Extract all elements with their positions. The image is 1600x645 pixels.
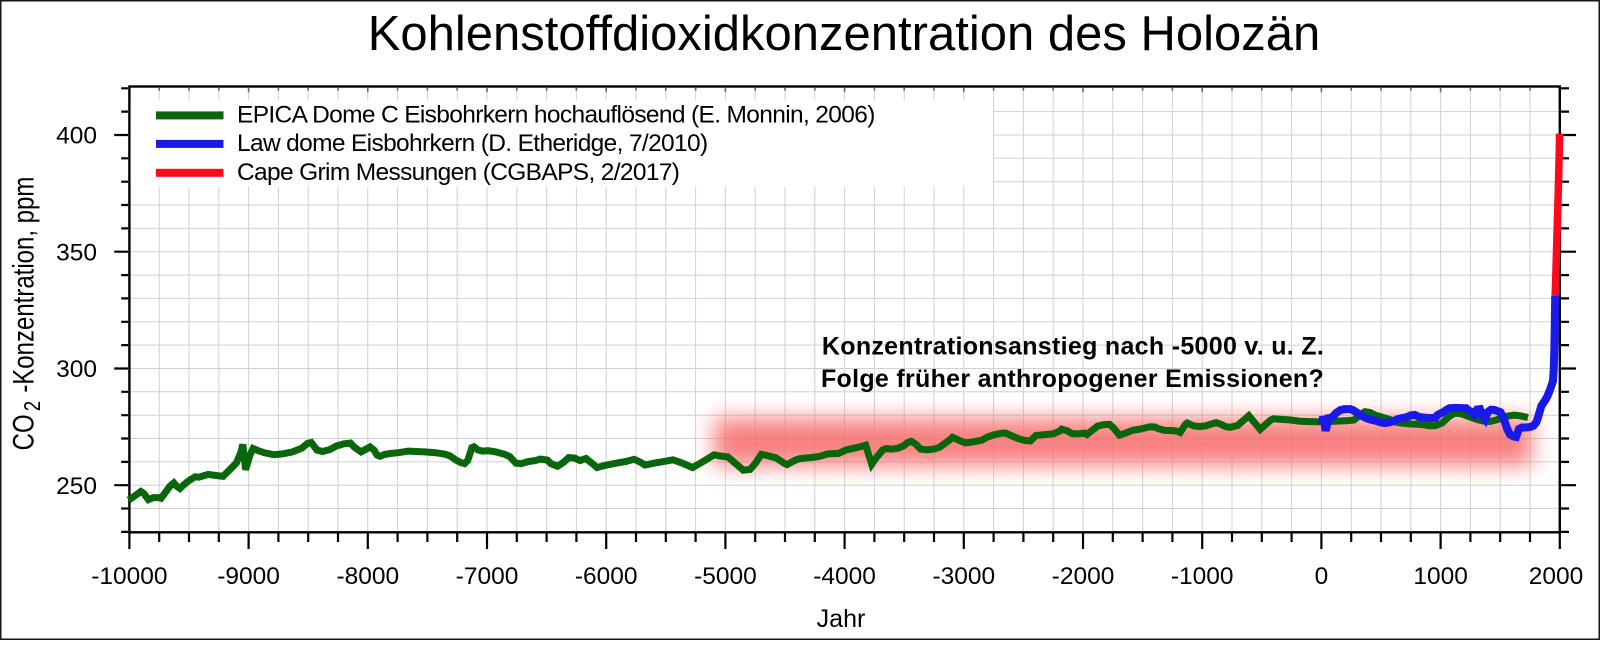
svg-text:-1000: -1000 bbox=[1171, 563, 1234, 590]
svg-text:Cape Grim Messungen (CGBAPS, 2: Cape Grim Messungen (CGBAPS, 2/2017) bbox=[237, 159, 679, 186]
svg-text:-8000: -8000 bbox=[336, 563, 399, 590]
svg-text:-6000: -6000 bbox=[575, 563, 638, 590]
svg-text:Folge früher anthropogener Emi: Folge früher anthropogener Emissionen? bbox=[821, 365, 1324, 393]
svg-text:-3000: -3000 bbox=[932, 563, 995, 590]
svg-text:-9000: -9000 bbox=[217, 563, 280, 590]
svg-text:-4000: -4000 bbox=[813, 563, 876, 590]
svg-text:Konzentrationsanstieg nach -50: Konzentrationsanstieg nach -5000 v. u. Z… bbox=[822, 333, 1324, 361]
svg-text:-2000: -2000 bbox=[1052, 563, 1115, 590]
svg-text:2000: 2000 bbox=[1529, 563, 1584, 590]
svg-text:-10000: -10000 bbox=[91, 563, 167, 590]
svg-text:1000: 1000 bbox=[1413, 563, 1468, 590]
svg-text:EPICA Dome C Eisbohrkern hocha: EPICA Dome C Eisbohrkern hochauflösend (… bbox=[237, 102, 875, 129]
svg-text:300: 300 bbox=[56, 356, 97, 383]
svg-text:250: 250 bbox=[56, 473, 97, 500]
svg-text:-5000: -5000 bbox=[694, 563, 757, 590]
svg-text:Jahr: Jahr bbox=[817, 605, 866, 633]
svg-text:-7000: -7000 bbox=[456, 563, 519, 590]
svg-text:350: 350 bbox=[56, 239, 97, 266]
svg-text:Kohlenstoffdioxidkonzentration: Kohlenstoffdioxidkonzentration des Holoz… bbox=[368, 7, 1321, 61]
svg-text:0: 0 bbox=[1315, 563, 1329, 590]
svg-text:400: 400 bbox=[56, 123, 97, 150]
svg-text:Law dome Eisbohrkern (D. Ether: Law dome Eisbohrkern (D. Etheridge, 7/20… bbox=[237, 130, 707, 157]
svg-text:CO2 -Konzentration, ppm: CO2 -Konzentration, ppm bbox=[6, 177, 46, 451]
